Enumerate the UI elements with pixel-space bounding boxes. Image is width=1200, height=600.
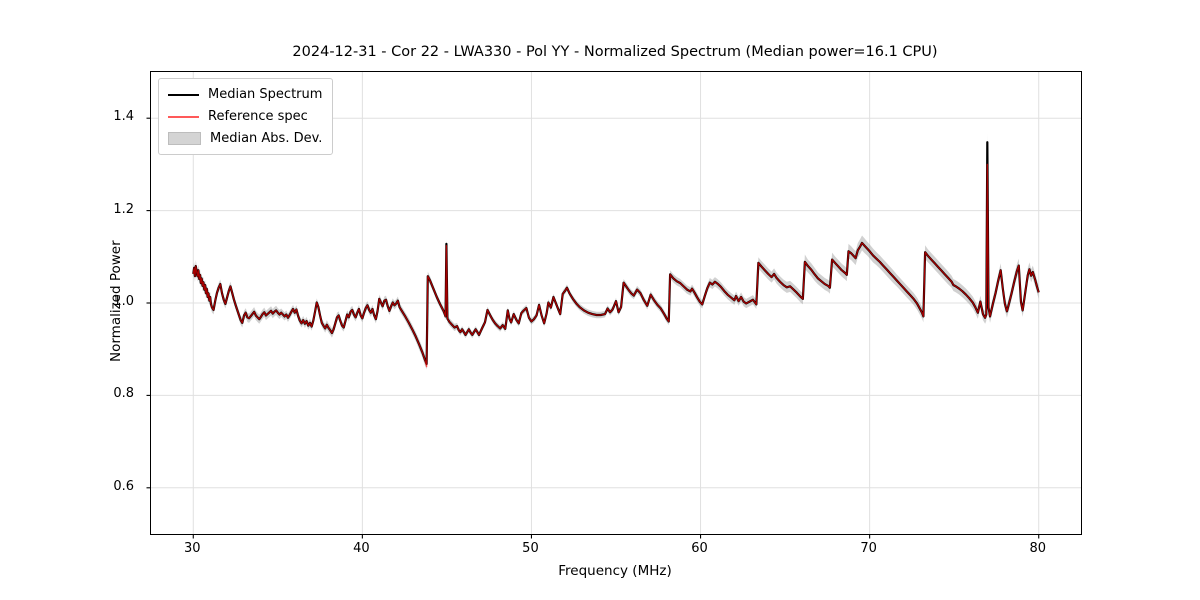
reference-spec-line-swatch [168, 115, 199, 118]
y-tick-label: 1.4 [113, 109, 134, 125]
x-tick-label: 50 [522, 541, 539, 556]
legend-item-median-spectrum: Median Spectrum [168, 86, 322, 103]
legend-label: Reference spec [208, 109, 308, 124]
legend-item-median-abs-dev: Median Abs. Dev. [168, 130, 322, 147]
x-tick-label: 80 [1029, 541, 1046, 556]
reference-spec-line [192, 163, 1040, 368]
x-tick-label: 60 [691, 541, 708, 556]
legend-item-reference-spec: Reference spec [168, 108, 322, 125]
x-tick-label: 70 [860, 541, 877, 556]
legend-label: Median Spectrum [208, 87, 323, 102]
spectrum-plot-svg [146, 72, 1081, 539]
y-tick-label: 0.8 [113, 386, 134, 402]
y-tick-label: 0.6 [113, 478, 134, 494]
x-tick-label: 30 [183, 541, 201, 556]
x-tick-label: 40 [353, 541, 370, 556]
y-tick-label: 1.0 [113, 294, 134, 309]
axis-tick-marks [146, 117, 1040, 539]
legend: Median Spectrum Reference spec Median Ab… [158, 78, 334, 155]
chart-title: 2024-12-31 - Cor 22 - LWA330 - Pol YY - … [292, 44, 938, 60]
plot-area [146, 71, 1082, 539]
median-spectrum-line [192, 141, 1040, 366]
median-spectrum-line-swatch [168, 93, 199, 96]
median-abs-dev-patch-swatch [168, 132, 201, 145]
median-abs-dev-band [193, 132, 1039, 370]
legend-label: Median Abs. Dev. [210, 131, 323, 146]
x-axis-label: Frequency (MHz) [558, 563, 672, 579]
y-tick-label: 1.2 [113, 201, 134, 217]
